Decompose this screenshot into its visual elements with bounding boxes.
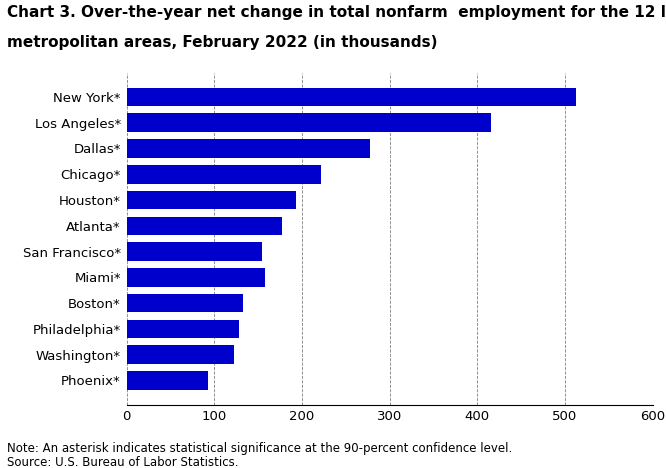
Bar <box>127 139 370 158</box>
Text: metropolitan areas, February 2022 (in thousands): metropolitan areas, February 2022 (in th… <box>7 35 437 50</box>
Bar <box>127 294 243 313</box>
Text: Source: U.S. Bureau of Labor Statistics.: Source: U.S. Bureau of Labor Statistics. <box>7 456 238 468</box>
Bar <box>127 268 265 286</box>
Bar <box>127 320 239 338</box>
Text: Note: An asterisk indicates statistical significance at the 90-percent confidenc: Note: An asterisk indicates statistical … <box>7 442 512 455</box>
Bar <box>127 345 234 364</box>
Bar <box>127 88 576 106</box>
Bar <box>127 191 296 209</box>
Bar <box>127 165 321 183</box>
Bar <box>127 371 208 390</box>
Bar <box>127 113 492 132</box>
Bar <box>127 242 262 261</box>
Text: Chart 3. Over-the-year net change in total nonfarm  employment for the 12 larges: Chart 3. Over-the-year net change in tot… <box>7 5 666 20</box>
Bar <box>127 217 282 235</box>
